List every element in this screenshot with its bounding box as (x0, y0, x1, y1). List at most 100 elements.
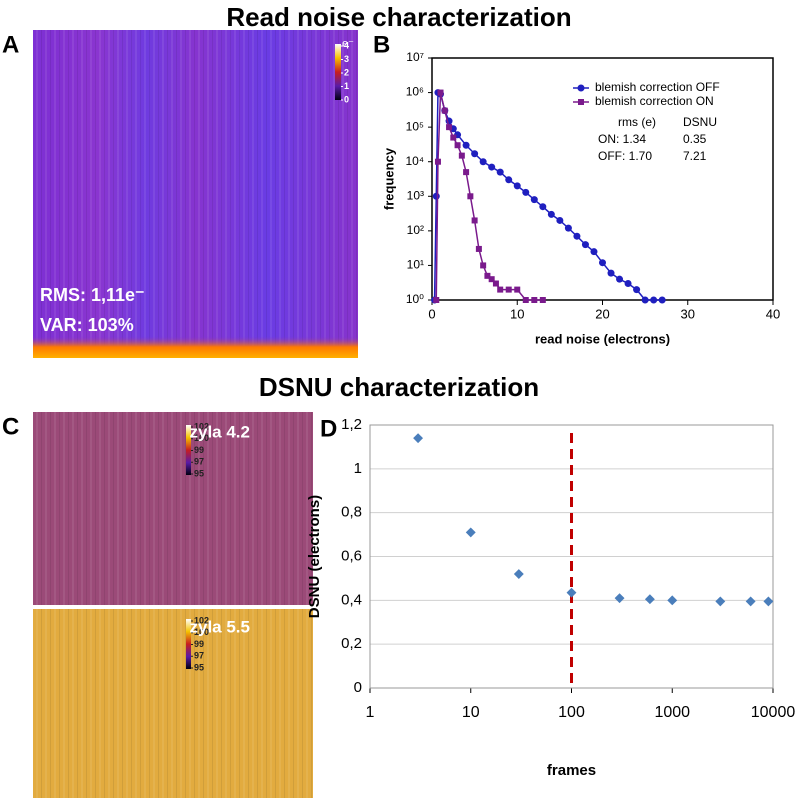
y-tick-label: 1,2 (341, 416, 362, 433)
y-tick-label: 0,2 (341, 635, 362, 652)
colorbar-tick-label: 0 (344, 94, 349, 104)
y-tick-label: 10² (407, 223, 424, 237)
point (715, 596, 726, 607)
colorbar-tick-label: 3 (344, 54, 349, 64)
point (763, 596, 774, 607)
colorbar-tick-label: 102 (194, 615, 209, 625)
marker (432, 192, 440, 200)
image-c2 (33, 609, 313, 798)
point (465, 527, 476, 538)
y-tick-label: 10⁵ (406, 119, 424, 133)
panel-label: A (2, 31, 19, 58)
section-title: Read noise characterization (226, 2, 571, 32)
image-title: zyla 5.5 (190, 617, 251, 636)
marker (522, 188, 530, 196)
x-tick-label: 40 (766, 306, 780, 321)
annotation: RMS: 1,11e⁻ (40, 285, 145, 305)
y-tick-label: 10⁰ (406, 292, 424, 306)
plot-frame (431, 57, 774, 301)
image-c1 (33, 412, 313, 605)
marker (578, 99, 584, 105)
marker (496, 168, 504, 176)
x-tick-label: 1 (366, 704, 375, 721)
marker (479, 158, 487, 166)
colorbar-tick-label: 97 (194, 651, 204, 661)
y-axis-label: DSNU (electrons) (306, 495, 323, 618)
panel-label: C (2, 413, 19, 440)
marker (480, 262, 487, 269)
marker (488, 276, 495, 283)
y-tick-label: 10¹ (407, 258, 424, 272)
plot-frame (369, 424, 774, 689)
marker (539, 203, 547, 211)
marker (514, 286, 521, 293)
y-tick-label: 0,6 (341, 547, 362, 564)
marker (437, 89, 444, 96)
y-tick-label: 1 (354, 460, 362, 477)
marker (650, 296, 658, 304)
colorbar-label: e⁻ (342, 38, 354, 50)
image-a (33, 30, 358, 358)
table-cell: ON: 1.34 (598, 132, 646, 146)
colorbar-tick-label: 97 (194, 457, 204, 467)
colorbar-tick-label: 102 (194, 421, 209, 431)
marker (463, 169, 470, 176)
y-axis-label: frequency (381, 147, 396, 210)
x-axis-label: frames (547, 762, 596, 779)
colorbar-tick-label: 99 (194, 445, 204, 455)
marker (547, 210, 555, 218)
marker (522, 297, 529, 303)
colorbar-tick-label: 4 (344, 40, 349, 50)
x-tick-label: 0 (428, 306, 435, 321)
marker (433, 297, 440, 303)
table-cell: 0.35 (683, 132, 707, 146)
marker (607, 269, 615, 277)
marker (513, 182, 521, 190)
marker (633, 286, 641, 294)
marker (488, 163, 496, 171)
x-tick-label: 10 (462, 704, 480, 721)
marker (624, 280, 632, 288)
marker (505, 176, 513, 184)
panel-label: B (373, 31, 390, 58)
series-line (435, 92, 543, 301)
table-header: DSNU (683, 115, 717, 129)
marker (458, 152, 465, 159)
marker (471, 217, 478, 224)
marker (577, 84, 585, 92)
colorbar-tick-label: 2 (344, 67, 349, 77)
point (513, 569, 524, 579)
marker (641, 296, 649, 304)
point (667, 595, 678, 606)
y-tick-label: 10⁷ (406, 50, 424, 64)
colorbar-tick-label: 1 (344, 81, 349, 91)
y-tick-label: 10⁴ (405, 154, 424, 168)
marker (505, 286, 512, 293)
marker (497, 286, 504, 293)
annotation: VAR: 103% (40, 315, 134, 335)
marker (471, 150, 479, 158)
y-tick-label: 0,8 (341, 504, 362, 521)
marker (450, 134, 457, 141)
x-tick-label: 10 (510, 306, 524, 321)
marker (581, 241, 589, 249)
colorbar-tick-label: 99 (194, 639, 204, 649)
x-axis-label: read noise (electrons) (535, 331, 670, 346)
x-tick-label: 30 (681, 306, 695, 321)
marker (658, 296, 666, 304)
colorbar-tick-label: 95 (194, 468, 204, 478)
section-title: DSNU characterization (259, 372, 539, 402)
marker (530, 196, 538, 204)
marker (467, 193, 474, 200)
image-title: zyla 4.2 (190, 422, 251, 441)
colorbar-tick-label: 100 (194, 433, 209, 443)
x-tick-label: 20 (595, 306, 609, 321)
marker (590, 248, 598, 256)
table-cell: 7.21 (683, 149, 707, 163)
marker (462, 141, 470, 149)
legend-label: blemish correction ON (595, 94, 714, 108)
y-tick-label: 0 (354, 679, 362, 696)
marker (475, 245, 482, 252)
marker (556, 216, 564, 224)
